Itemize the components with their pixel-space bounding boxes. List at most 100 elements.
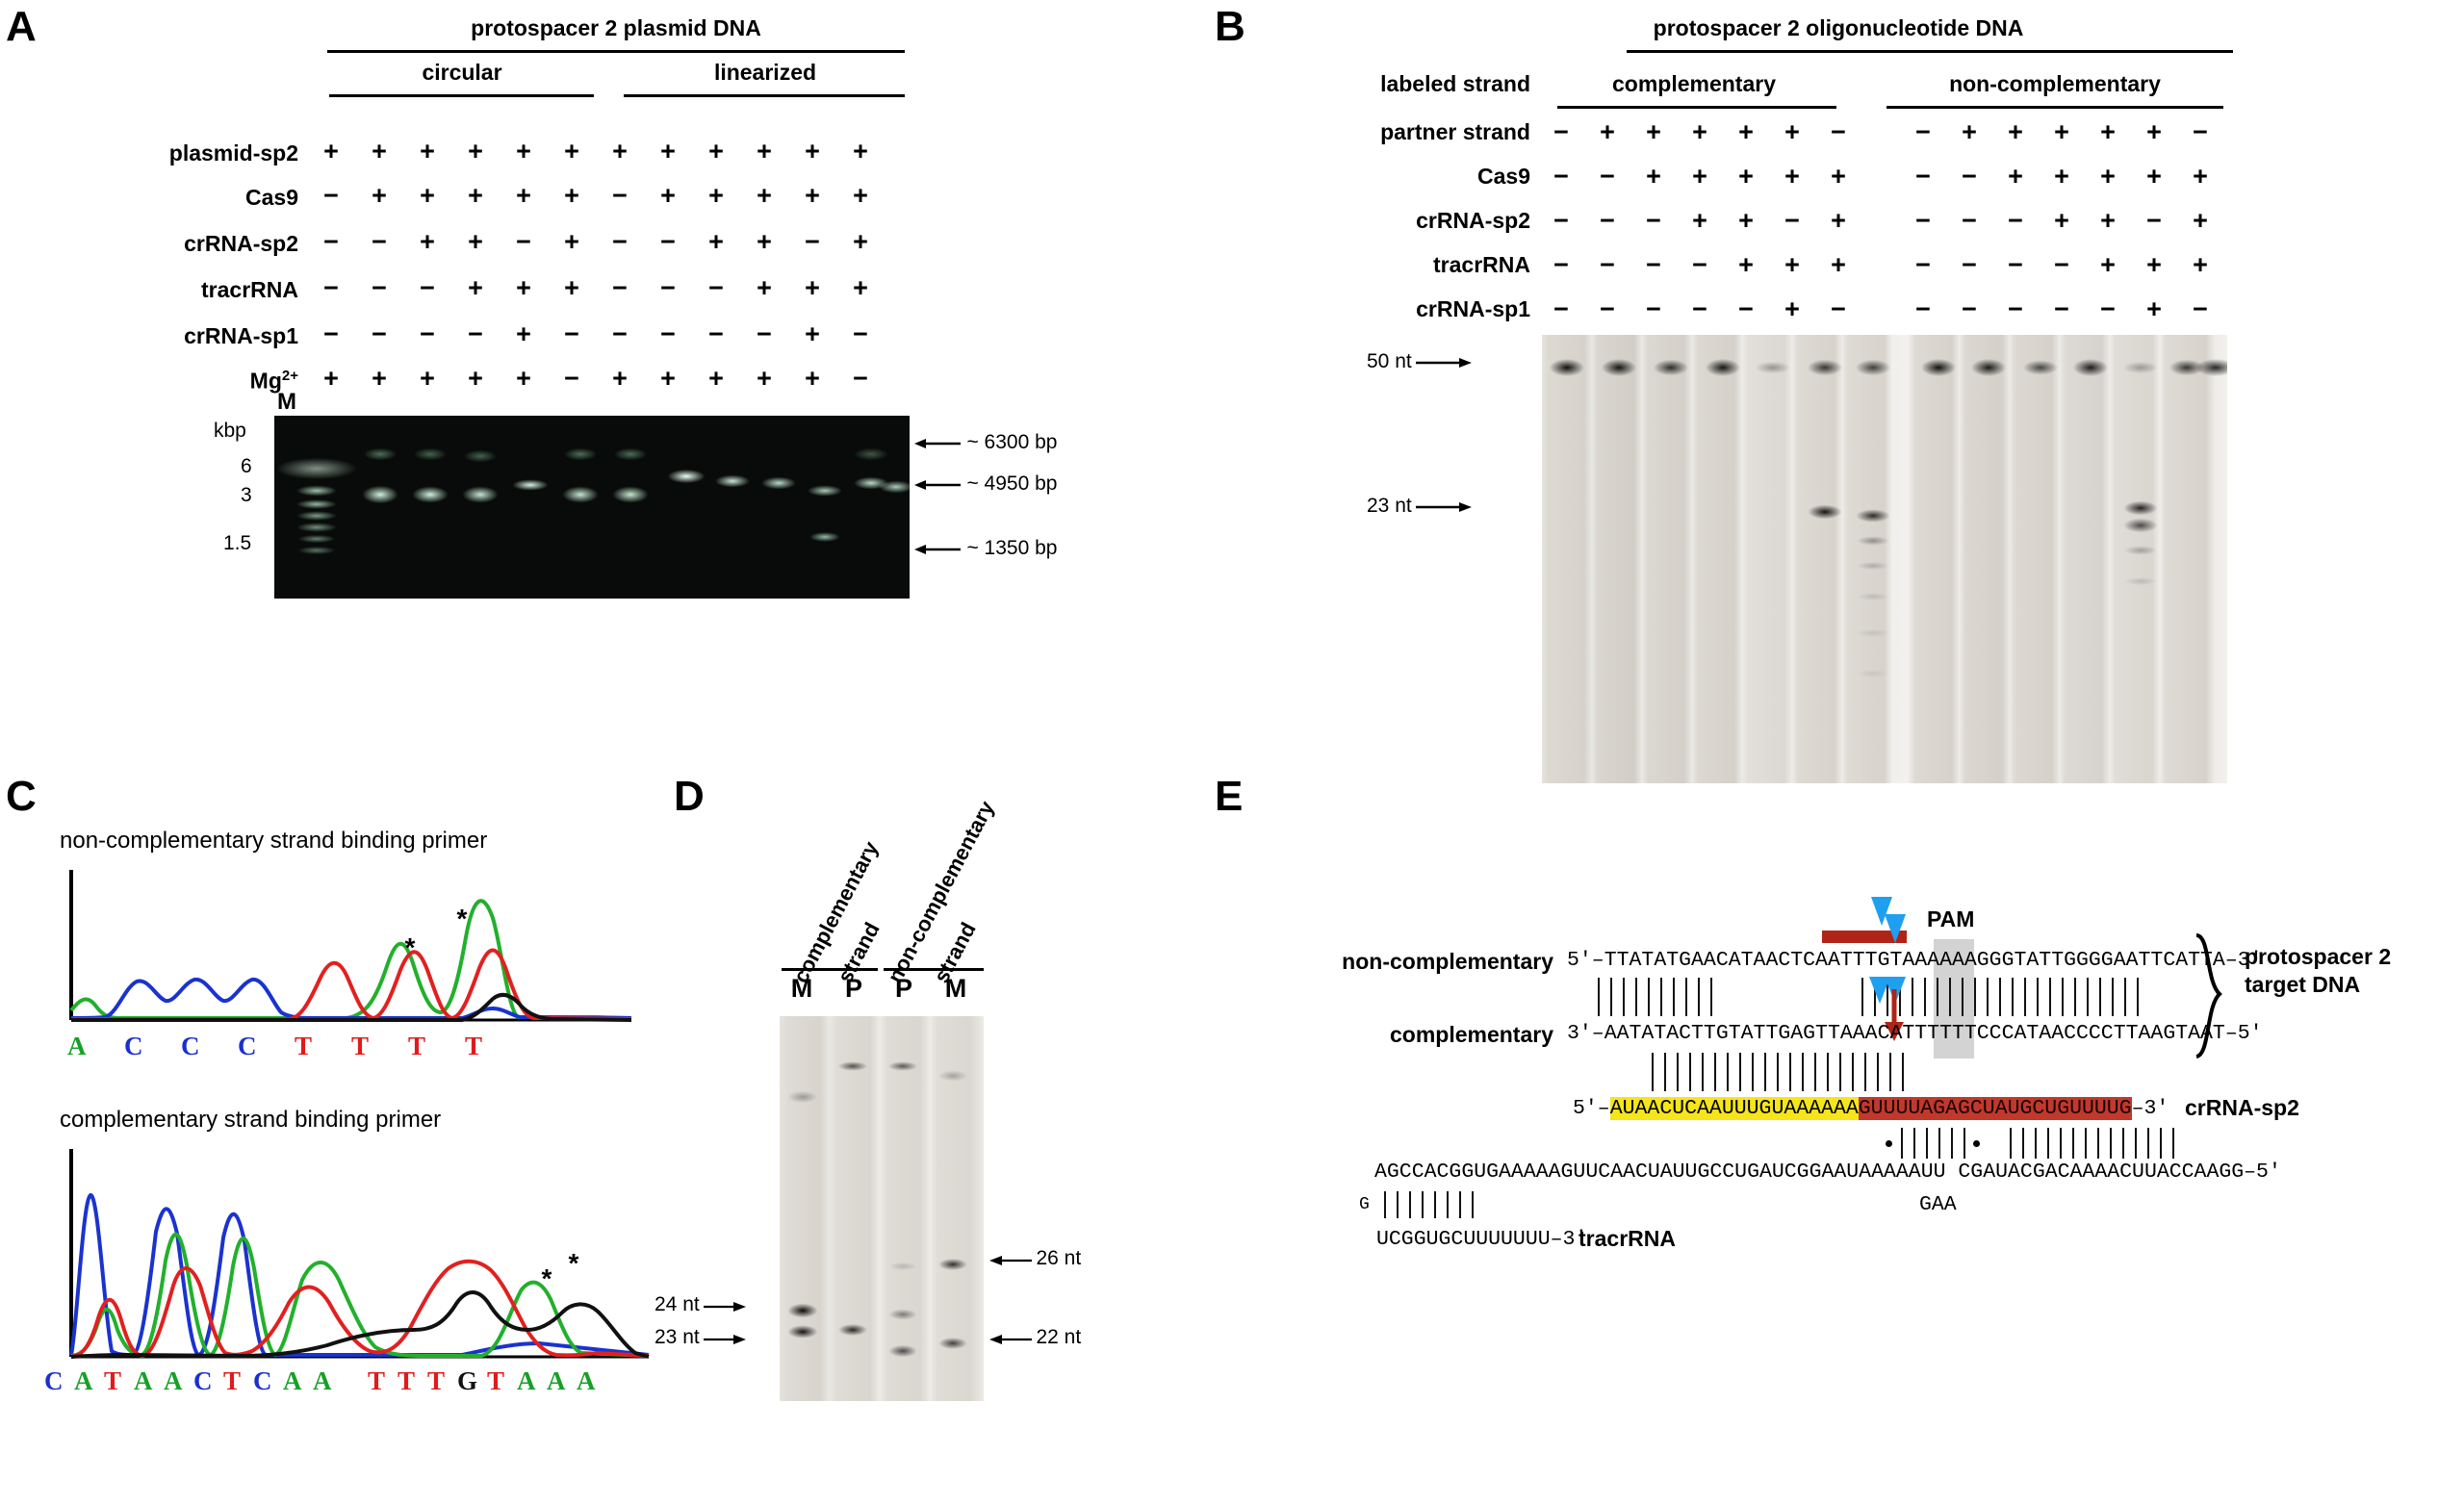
panel-a-symbol-cell: + [612, 137, 628, 166]
panel-c-base: A [283, 1366, 302, 1395]
panel-a-symbol-cell: + [708, 364, 724, 393]
panel-e-crrna-basepair-ladder [1652, 1053, 1940, 1093]
panel-a-symbol-cell: − [323, 227, 339, 256]
panel-b-symbol-cell: − [1600, 250, 1615, 279]
panel-d-lane-label-1: P [844, 974, 862, 1003]
panel-a-symbol-cell: + [372, 137, 387, 166]
basepair-tick [2110, 1128, 2112, 1159]
panel-b-symbol-cell: − [1915, 294, 1931, 323]
panel-b-symbol-cell: − [1553, 117, 1569, 146]
left-arrow-icon [914, 545, 961, 554]
panel-b-symbol-cell: + [1784, 162, 1800, 191]
panel-a-row-label-2: crRNA-sp2 [184, 231, 298, 256]
panel-b-symbol-cell: − [1831, 117, 1846, 146]
panel-b-symbol-cell: − [1962, 250, 1977, 279]
chromatogram-top-svg: * * [69, 870, 632, 1022]
panel-a-symbol-cell: + [708, 181, 724, 210]
panel-a-symbol-cell: − [612, 181, 628, 210]
panel-a-row-label-4: crRNA-sp1 [184, 323, 298, 348]
panel-b-symbol-cell: + [1738, 117, 1754, 146]
panel-c-base: T [398, 1366, 416, 1395]
basepair-tick [1877, 1053, 1879, 1091]
panel-a-annotation-text-0: ~ 6300 bp [966, 431, 1058, 453]
panel-c-base: T [408, 1032, 426, 1060]
panel-d-right-annotation-1: 22 nt [989, 1326, 1081, 1353]
svg-text:*: * [405, 932, 416, 962]
basepair-tick [1951, 1128, 1953, 1159]
basepair-tick [2035, 1128, 2037, 1159]
panel-a-symbol-cell: − [708, 273, 724, 302]
basepair-tick [1924, 978, 1926, 1016]
basepair-tick [1710, 978, 1712, 1016]
panel-a-symbol-cell: + [420, 137, 435, 166]
panel-a-symbol-cell: + [805, 364, 820, 393]
panel-a-symbol-cell: + [564, 137, 579, 166]
panel-b-symbol-cell: + [1692, 162, 1707, 191]
basepair-tick [1689, 1053, 1691, 1091]
panel-b-symbol-cell: + [1831, 206, 1846, 235]
panel-a-symbol-cell: − [420, 319, 435, 348]
curly-brace-icon [2195, 933, 2222, 1059]
panel-e-target-dna-label: protospacer 2 target DNA [2245, 943, 2391, 999]
panel-d-right-annotation-text-1: 22 nt [1036, 1326, 1082, 1348]
panel-c-base: A [67, 1032, 87, 1060]
basepair-tick [1764, 1053, 1766, 1091]
basepair-tick [1827, 1053, 1829, 1091]
panel-b-symbol-grid: − + + + + + − − + + + + + − − − + + + + + − − + + + + + − − − + + − + − − − + +… [1542, 114, 2231, 337]
seq-5prime: –5′ [2224, 1022, 2263, 1045]
basepair-tick [1902, 1053, 1904, 1091]
right-arrow-icon [1416, 502, 1473, 512]
panel-b-symbol-cell: − [1600, 206, 1615, 235]
basepair-tick [2072, 1128, 2074, 1159]
basepair-tick [2112, 978, 2114, 1016]
seq-bases: AATATACTTGTATTGAGTTAAACATTTTTTCCCATAACCC… [1604, 1022, 2225, 1045]
panel-b-symbol-cell: + [2100, 162, 2116, 191]
panel-a-symbol-cell: − [660, 319, 676, 348]
basepair-tick [1802, 1053, 1804, 1091]
basepair-dot [1886, 1140, 1892, 1147]
panel-a-symbol-cell: + [757, 273, 772, 302]
basepair-tick [1702, 1053, 1704, 1091]
panel-a-symbol-cell: − [564, 319, 579, 348]
crrna-repeat-segment: GUUUUAGAGCUAUGCUGUUUUG [1858, 1097, 2132, 1120]
panel-c-base: T [104, 1366, 122, 1395]
basepair-tick [1635, 978, 1637, 1016]
panel-b-symbol-cell: − [1646, 294, 1661, 323]
panel-b-title: protospacer 2 oligonucleotide DNA [1653, 15, 2024, 40]
panel-b-symbol-cell: − [1962, 162, 1977, 191]
basepair-tick [2037, 978, 2039, 1016]
panel-b-symbol-cell: + [2193, 206, 2208, 235]
basepair-tick [1864, 1053, 1866, 1091]
panel-b-symbol-cell: − [1915, 250, 1931, 279]
panel-a-symbol-cell: + [660, 364, 676, 393]
panel-b-row-label-2: crRNA-sp2 [1416, 208, 1530, 233]
panel-b-symbol-cell: + [1831, 250, 1846, 279]
panel-e-brace [2193, 933, 2235, 1063]
basepair-tick [1752, 1053, 1754, 1091]
panel-a-symbol-cell: − [612, 319, 628, 348]
panel-c-trace-top: * * [58, 866, 635, 1030]
crrna-spacer-segment: AUAACUCAAUUUGUAAAAAA [1609, 1097, 1859, 1120]
basepair-tick [1852, 1053, 1854, 1091]
panel-a-symbol-cell: + [853, 181, 868, 210]
panel-b-symbol-cell: + [1692, 117, 1707, 146]
panel-b-row-label-3: tracrRNA [1433, 252, 1530, 277]
panel-e-tracrrna-label: tracrRNA [1578, 1226, 1676, 1251]
panel-a-symbol-grid: + + + + + + + + + + + + − + + + + + − + + + + + − − + + − + − − + + − + − − − +… [310, 135, 907, 414]
panel-b-symbol-cell: + [1692, 206, 1707, 235]
panel-a-symbol-cell: + [420, 364, 435, 393]
panel-a-symbol-cell: − [805, 227, 820, 256]
panel-a-row-label-5: Mg2+ [58, 368, 298, 395]
panel-a-symbol-cell: + [420, 181, 435, 210]
panel-a-symbol-cell: − [468, 319, 483, 348]
basepair-tick [1964, 1128, 1965, 1159]
panel-e-tracrrna-hairpin-ladder [1384, 1191, 1500, 1220]
panel-b-group-complementary: complementary [1611, 71, 1776, 96]
panel-a-symbol-cell: + [516, 319, 531, 348]
panel-a-symbol-cell: + [757, 181, 772, 210]
panel-a-symbol-cell: − [660, 273, 676, 302]
basepair-tick [1677, 1053, 1679, 1091]
basepair-tick [1874, 978, 1876, 1016]
